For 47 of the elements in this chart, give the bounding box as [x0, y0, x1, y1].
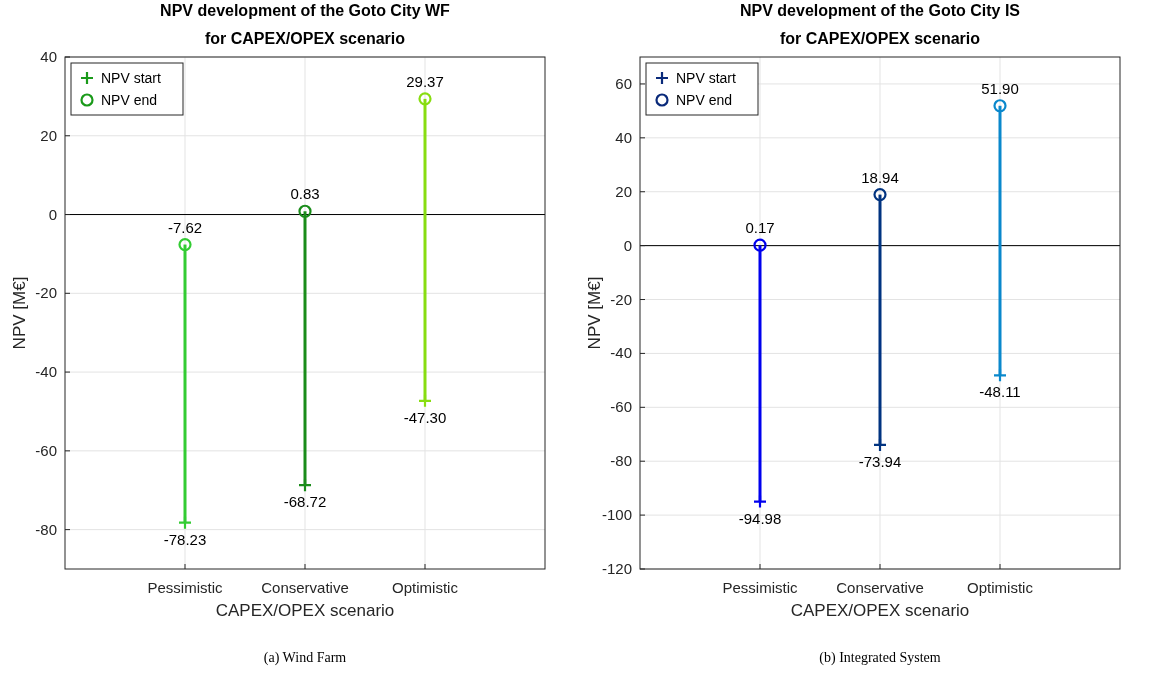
x-tick-label: Conservative	[836, 579, 924, 596]
data-label: -78.23	[163, 530, 207, 548]
y-tick-label: -40	[610, 344, 632, 362]
legend-label: NPV end	[676, 92, 733, 108]
data-label: 18.94	[861, 168, 899, 186]
y-tick-label: -20	[610, 290, 632, 308]
x-tick-label: Conservative	[261, 579, 349, 596]
x-axis-title: CAPEX/OPEX scenario	[215, 601, 395, 620]
chart-title: NPV development of the Goto City WF for CAPEX/OPEX scenario	[160, 2, 451, 47]
y-tick-label: -60	[610, 398, 632, 416]
data-label: -47.30	[403, 408, 447, 426]
data-label: 51.90	[981, 79, 1019, 97]
y-tick-label: 0	[623, 236, 632, 254]
x-tick-label: Optimistic	[967, 579, 1034, 596]
text: (b) Integrated System	[819, 650, 941, 666]
y-tick-label: -80	[35, 520, 57, 538]
y-tick-label: 20	[40, 126, 57, 144]
y-tick-label: 40	[40, 48, 57, 65]
y-tick-label: 40	[615, 128, 632, 146]
x-tick-label: Pessimistic	[722, 579, 798, 596]
text: (a) Wind Farm	[263, 650, 347, 666]
legend-label: NPV start	[676, 70, 737, 86]
y-tick-label: -80	[610, 452, 632, 470]
chart-title: NPV development of the Goto City IS for CAPEX/OPEX scenario	[739, 2, 1021, 47]
data-label: -94.98	[738, 509, 782, 527]
x-tick-label: Optimistic	[392, 579, 459, 596]
y-tick-label: -60	[35, 441, 57, 459]
x-axis-title: CAPEX/OPEX scenario	[790, 601, 970, 620]
y-tick-label: 0	[48, 205, 57, 223]
y-axis-title: NPV [M€]	[585, 276, 604, 350]
data-label: 29.37	[406, 72, 444, 90]
y-tick-label: -120	[601, 560, 632, 577]
data-label: -7.62	[167, 218, 203, 236]
y-tick-label: -40	[35, 363, 57, 381]
legend-label: NPV start	[101, 70, 162, 86]
y-axis-title: NPV [M€]	[10, 276, 29, 350]
legend-label: NPV end	[101, 92, 158, 108]
data-label: -68.72	[283, 493, 327, 511]
y-tick-label: 60	[615, 74, 632, 92]
y-tick-label: -20	[35, 284, 57, 302]
y-tick-label: 20	[615, 182, 632, 200]
y-tick-label: -100	[601, 506, 632, 524]
data-label: 0.83	[290, 185, 320, 203]
x-tick-label: Pessimistic	[147, 579, 223, 596]
data-label: -73.94	[858, 452, 902, 470]
data-label: -48.11	[979, 383, 1021, 401]
data-label: 0.17	[745, 219, 775, 237]
